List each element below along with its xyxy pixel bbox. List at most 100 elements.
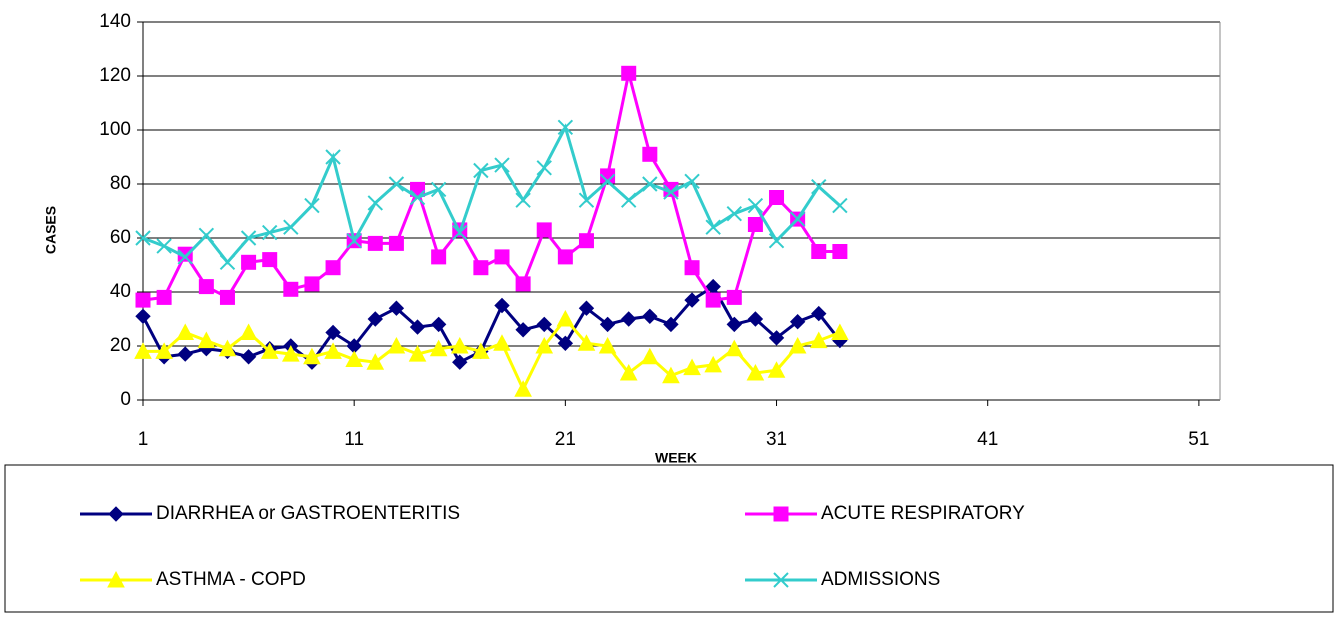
- marker: [832, 197, 848, 214]
- marker: [218, 339, 237, 357]
- marker: [107, 570, 125, 588]
- marker: [177, 249, 193, 265]
- marker: [281, 345, 300, 362]
- marker: [283, 281, 299, 297]
- marker: [367, 311, 384, 327]
- marker: [262, 252, 278, 268]
- marker: [809, 331, 828, 349]
- marker: [536, 160, 552, 176]
- marker: [408, 345, 427, 362]
- marker: [598, 336, 617, 354]
- legend-label: ASTHMA - COPD: [156, 569, 306, 590]
- marker: [219, 289, 235, 305]
- marker: [773, 506, 789, 522]
- x-tick-label: 41: [977, 429, 998, 450]
- x-tick-label: 31: [766, 429, 787, 450]
- marker: [473, 162, 489, 179]
- marker: [135, 308, 151, 325]
- marker: [769, 190, 785, 205]
- marker: [452, 354, 468, 370]
- legend-box: [4, 464, 1334, 613]
- marker: [725, 339, 744, 357]
- marker: [156, 238, 172, 254]
- marker: [197, 331, 216, 349]
- y-tick-label: 140: [99, 11, 131, 32]
- marker: [642, 146, 658, 162]
- marker: [684, 292, 700, 308]
- y-tick-label: 60: [110, 227, 131, 248]
- marker: [705, 292, 721, 308]
- marker: [684, 173, 700, 190]
- marker: [219, 254, 236, 271]
- marker: [768, 232, 785, 249]
- marker: [388, 300, 405, 316]
- marker: [430, 316, 447, 333]
- marker: [811, 178, 827, 195]
- marker: [514, 380, 532, 397]
- series-line: [142, 72, 840, 302]
- marker: [621, 65, 637, 81]
- marker: [556, 309, 575, 327]
- marker: [135, 292, 151, 308]
- marker: [409, 189, 426, 206]
- y-tick-label: 120: [99, 65, 131, 86]
- marker: [640, 347, 659, 365]
- x-axis-label: WEEK: [655, 450, 697, 466]
- marker: [536, 316, 552, 333]
- marker: [494, 157, 510, 173]
- marker: [683, 358, 701, 376]
- y-tick-label: 40: [110, 281, 131, 302]
- marker: [577, 334, 596, 351]
- marker: [620, 311, 637, 327]
- marker: [789, 313, 806, 330]
- marker: [198, 227, 215, 244]
- x-tick-label: 51: [1188, 429, 1209, 450]
- marker: [346, 232, 362, 249]
- marker: [746, 363, 765, 381]
- marker: [599, 316, 616, 333]
- marker: [726, 316, 743, 333]
- marker: [788, 336, 807, 354]
- marker: [240, 349, 257, 365]
- y-tick-label: 80: [110, 173, 131, 194]
- marker: [494, 297, 510, 314]
- series-line: [142, 123, 841, 265]
- marker: [773, 572, 789, 588]
- y-tick-label: 100: [99, 119, 131, 140]
- marker: [619, 363, 638, 381]
- marker: [515, 276, 531, 292]
- marker: [811, 305, 827, 322]
- marker: [261, 224, 278, 241]
- marker: [429, 339, 448, 357]
- marker: [304, 197, 320, 214]
- marker: [726, 289, 742, 305]
- x-tick-label: 21: [555, 429, 576, 450]
- marker: [642, 176, 658, 192]
- marker: [536, 222, 552, 238]
- marker: [747, 311, 764, 327]
- marker: [155, 342, 173, 359]
- marker: [578, 192, 595, 208]
- marker: [535, 336, 554, 354]
- marker: [239, 323, 258, 340]
- y-tick-label: 0: [120, 389, 131, 410]
- marker: [663, 184, 679, 200]
- marker: [198, 279, 214, 295]
- marker: [473, 260, 489, 276]
- marker: [662, 366, 680, 384]
- marker: [177, 346, 193, 362]
- marker: [430, 181, 447, 198]
- marker: [747, 197, 764, 214]
- marker: [642, 308, 658, 325]
- marker: [620, 192, 637, 208]
- marker: [831, 323, 849, 340]
- marker: [557, 249, 573, 265]
- marker: [388, 235, 404, 251]
- series-line: [143, 316, 841, 393]
- y-tick-label: 20: [110, 335, 131, 356]
- marker: [663, 316, 679, 333]
- marker: [578, 300, 595, 316]
- marker: [134, 342, 152, 359]
- marker: [493, 334, 511, 351]
- marker: [767, 361, 786, 378]
